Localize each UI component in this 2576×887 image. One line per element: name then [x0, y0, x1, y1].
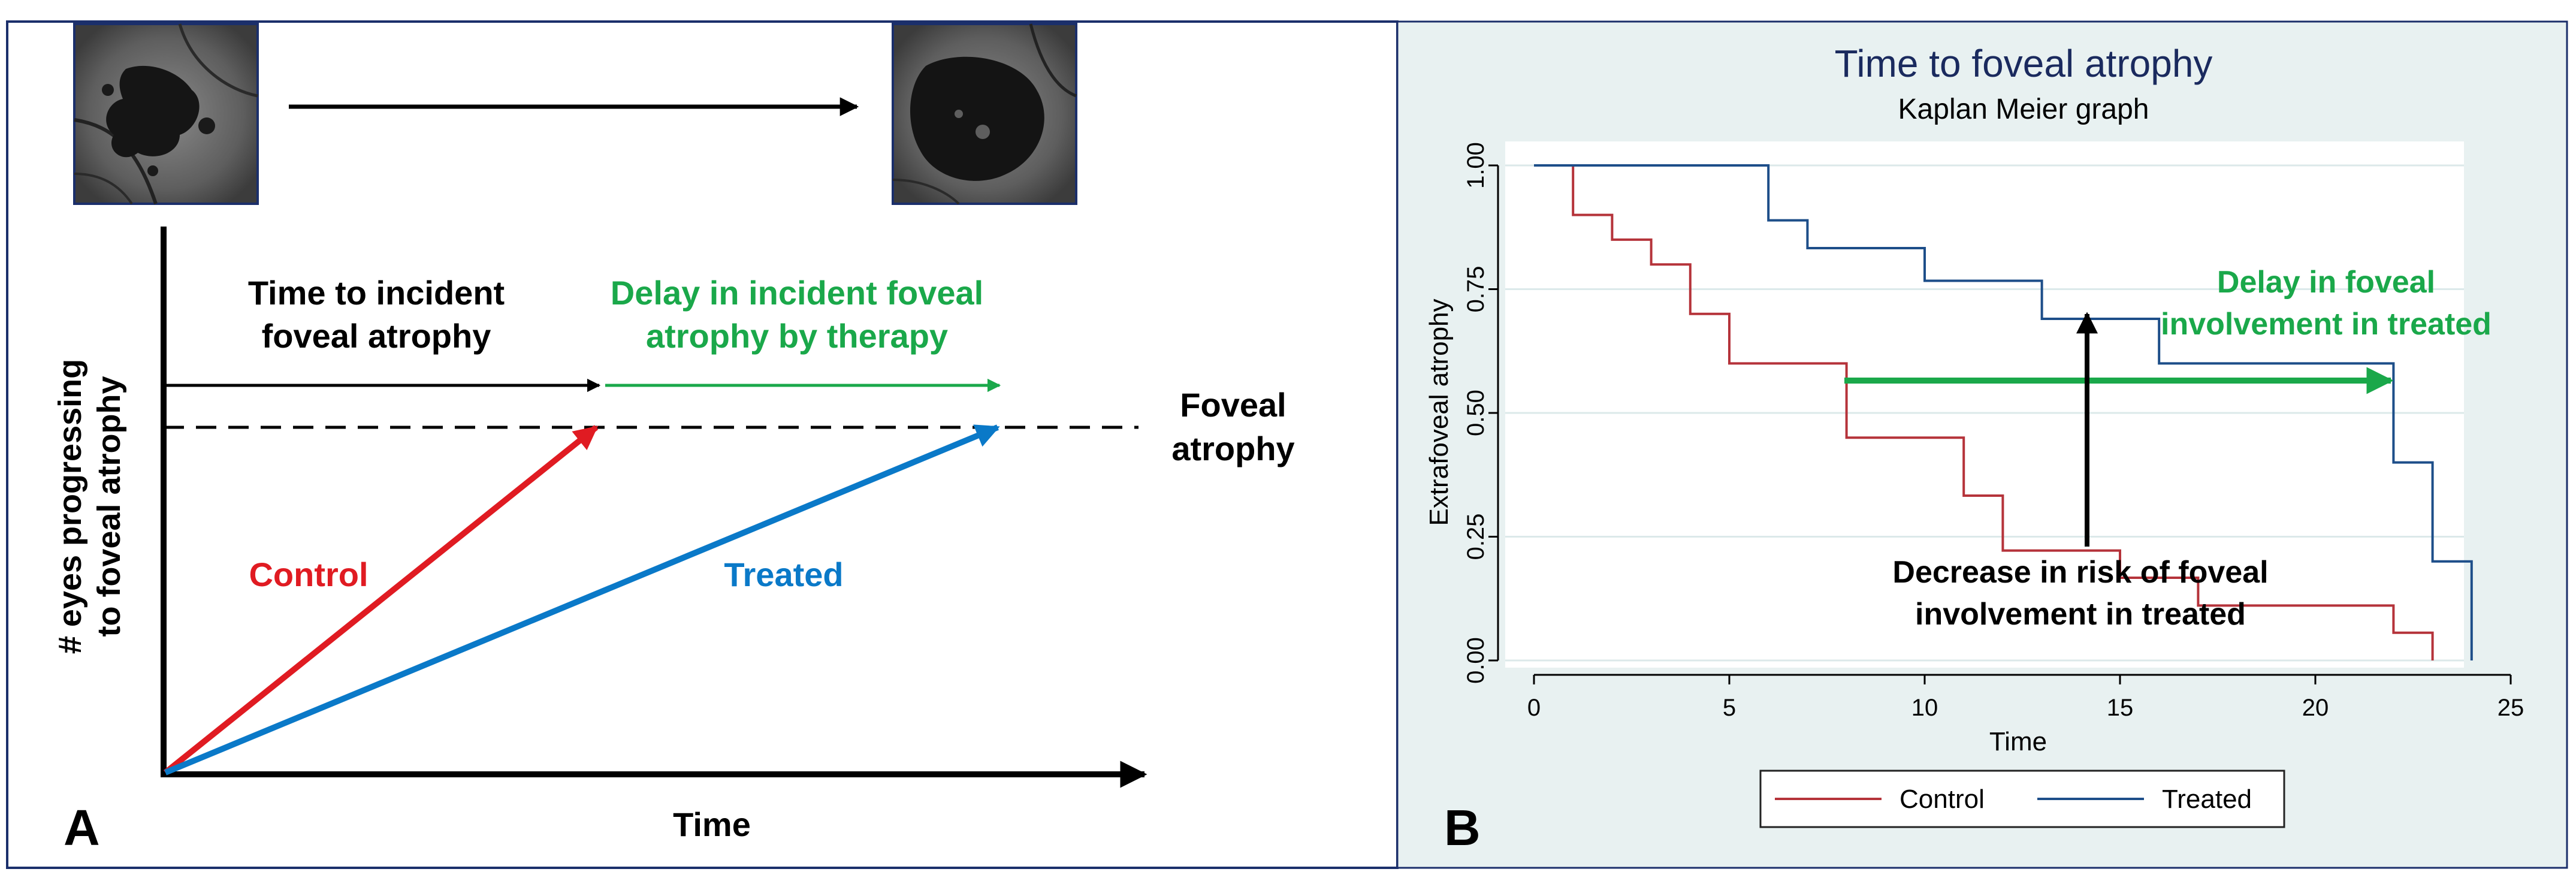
km-y-tick-label: 0.25: [1463, 514, 1489, 560]
treated-label: Treated: [724, 556, 843, 593]
km-y-axis-label: Extrafoveal atrophy: [1424, 298, 1454, 526]
time-to-incident-label-line1: Time to incident: [248, 274, 505, 312]
time-to-incident-label-line2: foveal atrophy: [262, 317, 491, 355]
km-y-tick-label: 1.00: [1463, 142, 1489, 189]
panel-a-x-label: Time: [673, 805, 751, 843]
km-y-tick-label: 0.00: [1463, 637, 1489, 684]
km-legend-treated-label: Treated: [2162, 785, 2252, 814]
control-label: Control: [249, 556, 368, 593]
km-risk-label-line2: involvement in treated: [1915, 597, 2246, 632]
km-series-treated-line: [1534, 164, 2473, 660]
km-chart-title: Time to foveal atrophy: [1835, 42, 2213, 85]
km-x-tick-label: 25: [2498, 695, 2524, 721]
km-legend-control-label: Control: [1899, 785, 1985, 814]
km-x-tick-label: 10: [1911, 695, 1938, 721]
delay-label-line2: atrophy by therapy: [646, 317, 948, 355]
treated-ray: [164, 424, 1000, 776]
panel-a: # eyes progressing to foveal atrophy Tim…: [6, 20, 1399, 869]
panel-b: Time to foveal atrophy Kaplan Meier grap…: [1396, 20, 2568, 869]
panel-a-y-label-line1: # eyes progressing: [52, 359, 88, 654]
foveal-atrophy-label-line1: Foveal: [1180, 386, 1286, 424]
km-risk-label-line1: Decrease in risk of foveal: [1892, 555, 2268, 590]
km-x-tick-label: 20: [2302, 695, 2329, 721]
panel-a-letter: A: [64, 799, 100, 856]
km-x-tick-label: 5: [1723, 695, 1736, 721]
km-plot-area: [1505, 141, 2464, 668]
km-x-axis-label: Time: [1989, 727, 2047, 756]
fundus-image-late: [892, 23, 1077, 205]
km-delay-label-line2: involvement in treated: [2161, 307, 2492, 342]
fundus-image-early: [73, 23, 259, 205]
panel-b-letter: B: [1444, 799, 1481, 856]
panel-a-y-label-line2: to foveal atrophy: [91, 376, 127, 636]
km-series: [1534, 164, 2473, 660]
control-ray: [163, 425, 599, 775]
km-axes: 0.00 0.25 0.50 0.75 1.00 0 5 10 15 20 25: [1463, 142, 2524, 721]
km-y-tick-label: 0.50: [1463, 390, 1489, 436]
km-y-tick-label: 0.75: [1463, 266, 1489, 313]
km-legend: Control Treated: [1759, 770, 2285, 828]
km-x-tick-label: 0: [1527, 695, 1541, 721]
km-delay-label-line1: Delay in foveal: [2217, 265, 2435, 300]
foveal-atrophy-label-line2: atrophy: [1171, 430, 1294, 467]
delay-label-line1: Delay in incident foveal: [611, 274, 983, 312]
km-chart-subtitle: Kaplan Meier graph: [1898, 93, 2149, 125]
km-x-tick-label: 15: [2107, 695, 2134, 721]
km-series-control-line: [1534, 164, 2434, 660]
